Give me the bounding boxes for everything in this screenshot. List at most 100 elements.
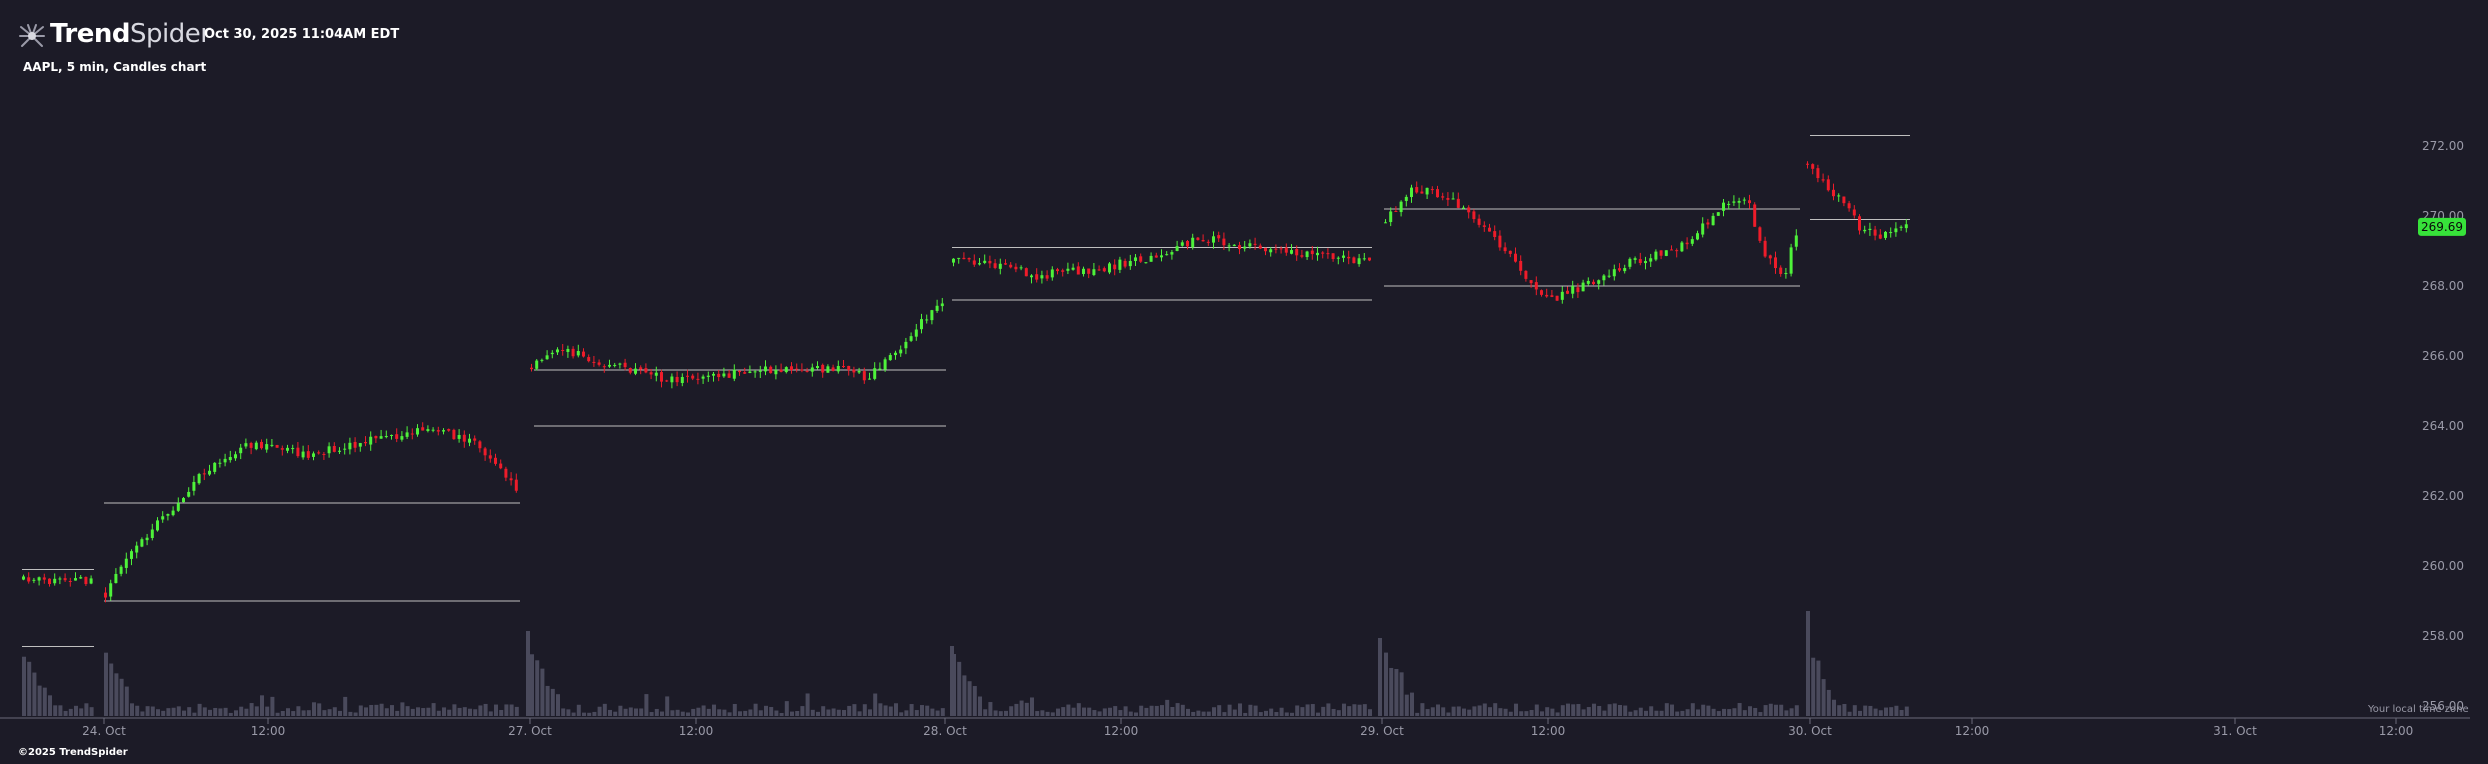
candle-body [332,445,336,452]
candle-body [784,367,788,373]
volume-bar [665,696,670,716]
volume-bar [63,710,68,716]
candle-body [1612,269,1616,277]
volume-bar [218,708,223,716]
candle-body [894,352,897,356]
candle-body [1082,268,1085,275]
volume-bar [1368,709,1372,716]
volume-bar [1227,704,1232,716]
y-tick-label: 258.00 [2422,629,2464,643]
candle-body [1748,200,1751,204]
candle-body [779,369,783,372]
candle-body [1456,198,1460,208]
volume-bar [1878,710,1883,716]
volume-bar [400,702,405,716]
volume-bar [1654,710,1659,716]
candle-body [613,364,617,366]
last-price-label: 269.69 [2421,220,2463,234]
volume-bar [42,687,47,716]
volume-bar [1321,706,1326,716]
candle-body [1264,247,1267,252]
volume-bar [1082,707,1086,716]
volume-bar [1180,704,1185,716]
candle-body [836,365,840,372]
candle-body [852,369,856,373]
volume-bar [1493,703,1498,716]
volume-bar [1868,705,1873,716]
volume-bar [769,707,774,716]
candle-body [1884,231,1887,238]
candle-body [962,257,966,260]
volume-bar [1847,711,1852,716]
volume-bar [608,709,612,716]
candle-body [1180,242,1184,246]
volume-bar [1087,707,1092,716]
candle-body [1607,275,1611,277]
volume-bar [654,708,659,716]
candle-body [291,448,295,450]
candle-body [1847,203,1851,209]
volume-bar [213,707,218,716]
candle-body [592,361,596,363]
volume-bar [1456,706,1461,716]
candle-body [795,368,799,370]
volume-bar [1842,703,1847,716]
candle-body [1519,260,1523,271]
volume-bar [1711,708,1716,716]
candle-body [1300,255,1304,257]
volume-bar [1279,707,1284,716]
candle-body [1389,211,1393,223]
volume-bar [576,704,581,716]
volume-bar [1675,711,1680,716]
volume-bar [1540,711,1544,716]
volume-bar [1170,706,1175,716]
candle-body [213,462,217,472]
volume-bar [1529,710,1534,716]
volume-bar [1092,710,1097,716]
candle-body [1336,257,1340,259]
volume-bar [1362,704,1367,716]
y-tick-label: 264.00 [2422,419,2464,433]
candle-body [1727,203,1731,205]
candle-body [265,444,269,450]
y-axis: 256.00 258.00 260.00 262.00 264.00 266.00 268.… [2422,139,2464,713]
volume-bar [1503,708,1508,716]
candle-body [1326,253,1330,255]
volume-bar [182,710,186,716]
candle-body [717,373,721,378]
horizontal-levels [22,135,1910,647]
volume-bar [1149,705,1154,716]
candle-body [379,436,383,439]
volume-bar [805,693,810,716]
candle-body [202,473,206,475]
candle-body [488,455,492,459]
volume-bar [1873,708,1878,716]
volume-bar [150,706,155,716]
candle-body [22,576,25,580]
candle-body [639,367,643,370]
volume-bar [571,712,576,716]
volume-bar [800,706,805,716]
volume-bar [239,706,244,716]
candle-body [1056,269,1059,272]
volume-bar [1633,710,1638,716]
candle-body [1753,204,1757,227]
candle-body [410,433,414,435]
volume-bar [1342,703,1346,716]
volume-bar [1467,709,1472,716]
volume-bar [1118,710,1123,716]
volume-bar [171,707,176,716]
volume-bar [1128,711,1133,716]
volume-bar [1690,703,1695,716]
candle-body [499,463,503,469]
volume-bar [1863,705,1868,716]
candle-body [1737,200,1741,203]
candle-body [857,370,861,373]
volume-bar [48,695,52,716]
candle-body [1206,241,1210,243]
volume-bar [1832,699,1836,716]
candle-body [1586,280,1590,284]
candle-body [618,363,622,365]
candle-body [161,516,165,520]
